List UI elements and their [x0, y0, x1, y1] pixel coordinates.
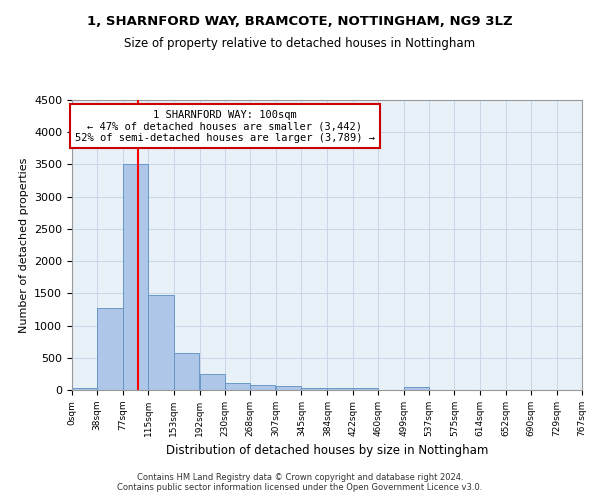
Bar	[200, 374, 225, 390]
Bar	[301, 388, 326, 390]
Bar	[225, 382, 250, 390]
Bar	[123, 164, 148, 390]
Bar	[148, 294, 174, 390]
Text: Contains HM Land Registry data © Crown copyright and database right 2024.
Contai: Contains HM Land Registry data © Crown c…	[118, 473, 482, 492]
Y-axis label: Number of detached properties: Number of detached properties	[19, 158, 29, 332]
Bar	[353, 388, 378, 390]
Text: 1, SHARNFORD WAY, BRAMCOTE, NOTTINGHAM, NG9 3LZ: 1, SHARNFORD WAY, BRAMCOTE, NOTTINGHAM, …	[87, 15, 513, 28]
Bar	[97, 308, 122, 390]
Bar	[174, 353, 199, 390]
Bar	[250, 385, 275, 390]
Bar	[328, 388, 353, 390]
Bar	[276, 386, 301, 390]
Text: 1 SHARNFORD WAY: 100sqm
← 47% of detached houses are smaller (3,442)
52% of semi: 1 SHARNFORD WAY: 100sqm ← 47% of detache…	[75, 110, 375, 143]
Text: Size of property relative to detached houses in Nottingham: Size of property relative to detached ho…	[124, 38, 476, 51]
X-axis label: Distribution of detached houses by size in Nottingham: Distribution of detached houses by size …	[166, 444, 488, 458]
Bar	[72, 388, 97, 390]
Bar	[404, 387, 429, 390]
